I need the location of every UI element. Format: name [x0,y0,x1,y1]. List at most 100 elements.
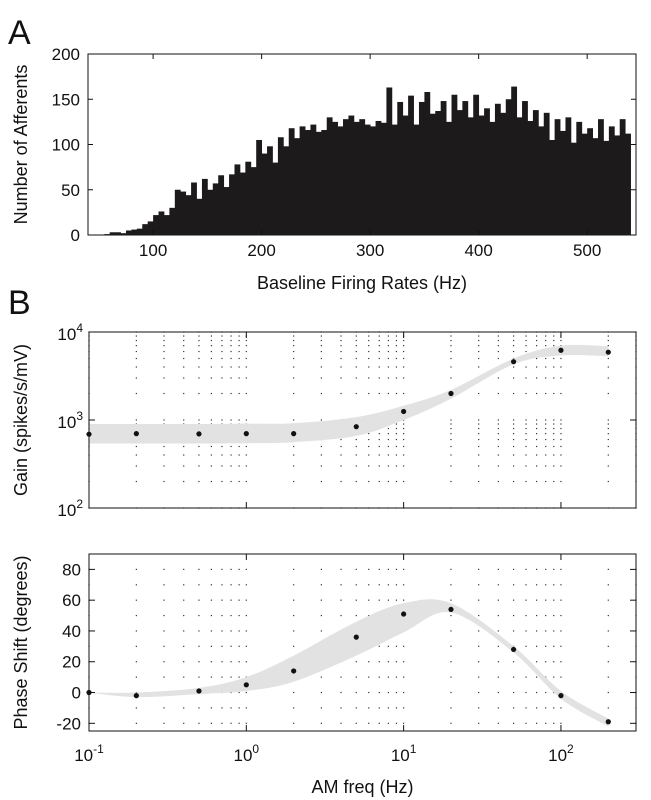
gain-grid-dot [403,357,405,360]
phase-grid-dot [478,722,480,724]
phase-grid-dot [553,645,555,647]
gain-grid-dot [355,438,357,441]
phase-grid-dot [560,661,562,663]
gain-grid-dot [135,345,137,347]
phase-grid-dot [395,568,398,570]
phase-grid-dot [607,691,609,694]
phase-grid-dot [340,707,342,709]
phase-grid-dot [525,691,527,694]
gain-grid-dot [478,427,480,430]
gain-grid-dot [135,419,137,421]
gain-grid-dot [553,392,555,395]
phase-grid-dot [135,707,137,709]
gain-grid-dot [395,357,398,360]
gain-grid-dot [163,339,165,342]
gain-grid-dot [293,366,295,368]
phase-y-tick-label: -20 [56,714,81,733]
phase-data-point [133,693,139,699]
phase-grid-dot [221,661,223,663]
phase-grid-dot [320,676,322,678]
histogram-bar [277,137,284,235]
phase-grid-dot [198,630,200,632]
gain-grid-dot [450,357,452,360]
histogram-bar [570,142,577,235]
histogram-bar [196,198,203,235]
histogram-bar [587,128,593,235]
phase-grid-dot [320,568,322,570]
histogram-bar [109,232,116,235]
phase-grid-dot [560,707,562,709]
phase-grid-dot [198,645,200,647]
phase-grid-dot [340,584,342,586]
histogram-bar [522,101,528,235]
gain-grid-dot [478,480,480,483]
gain-grid-dot [183,445,185,448]
phase-grid-dot [135,599,137,601]
histogram-bar [218,175,225,235]
phase-grid-dot [238,661,240,663]
histogram-bar [424,92,431,235]
gain-grid-dot [607,445,609,448]
phase-grid-dot [607,599,609,601]
gain-grid-dot [545,392,547,395]
gain-grid-dot [553,345,555,347]
phase-grid-dot [387,568,389,570]
gain-grid-dot [210,454,213,456]
gain-grid-dot [525,339,527,342]
phase-grid-dot [355,584,357,586]
gain-grid-dot [525,438,527,441]
histogram-bar [158,211,165,235]
gain-grid-dot [238,419,240,421]
gain-grid-dot [183,465,185,467]
gain-grid-dot [135,392,137,395]
histogram-bar [153,215,159,235]
gain-grid-dot [183,423,185,425]
gain-grid-dot [403,366,405,368]
phase-grid-dot [183,630,185,632]
gain-data-point [401,408,407,415]
phase-grid-dot [607,584,609,586]
gain-grid-dot [525,345,527,347]
histogram-x-axis-label: Baseline Firing Rates (Hz) [257,273,467,293]
gain-grid-dot [395,335,398,337]
gain-grid-dot [238,392,240,395]
gain-grid-dot [238,454,240,456]
phase-grid-dot [545,584,547,586]
histogram-bar [201,178,208,235]
gain-grid-dot [183,335,185,337]
phase-grid-dot [135,676,137,678]
gain-grid-dot [368,366,370,368]
phase-grid-dot [553,707,555,709]
gain-grid-dot [497,357,499,360]
gain-grid-dot [221,335,223,337]
phase-grid-dot [545,661,547,663]
gain-grid-dot [497,392,499,395]
gain-grid-dot [535,377,538,379]
gain-grid-dot [607,480,609,483]
gain-grid-dot [512,339,515,342]
phase-grid-dot [238,584,240,586]
gain-grid-dot [395,427,398,430]
phase-grid-dot [378,645,380,647]
gain-grid-dot [553,433,555,435]
phase-grid-dot [135,584,137,586]
gain-grid-dot [535,357,538,360]
histogram-bar [163,215,170,235]
phase-grid-dot [221,630,223,632]
gain-grid-dot [355,350,357,353]
gain-grid-dot [450,350,452,353]
gain-grid-dot [560,357,562,360]
gain-grid-dot [545,419,547,421]
gain-grid-dot [450,345,452,347]
phase-grid-dot [395,661,398,663]
phase-data-point [558,693,564,699]
gain-grid-dot [368,345,370,347]
gain-grid-dot [238,445,240,448]
gain-grid-dot [403,419,405,421]
phase-grid-dot [478,645,480,647]
histogram-bar [305,130,311,235]
gain-grid-dot [183,350,185,353]
phase-grid-dot [245,614,247,617]
phase-grid-dot [478,691,480,694]
phase-grid-dot [535,722,538,724]
